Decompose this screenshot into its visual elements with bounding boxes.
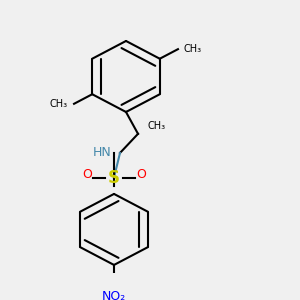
Text: NO₂: NO₂: [102, 290, 126, 300]
Text: CH₃: CH₃: [184, 44, 202, 54]
Text: HN: HN: [92, 146, 111, 160]
Text: O: O: [136, 168, 146, 181]
Text: CH₃: CH₃: [50, 99, 68, 109]
Text: CH₃: CH₃: [147, 121, 165, 131]
Text: S: S: [108, 169, 120, 187]
Text: O: O: [82, 168, 92, 181]
